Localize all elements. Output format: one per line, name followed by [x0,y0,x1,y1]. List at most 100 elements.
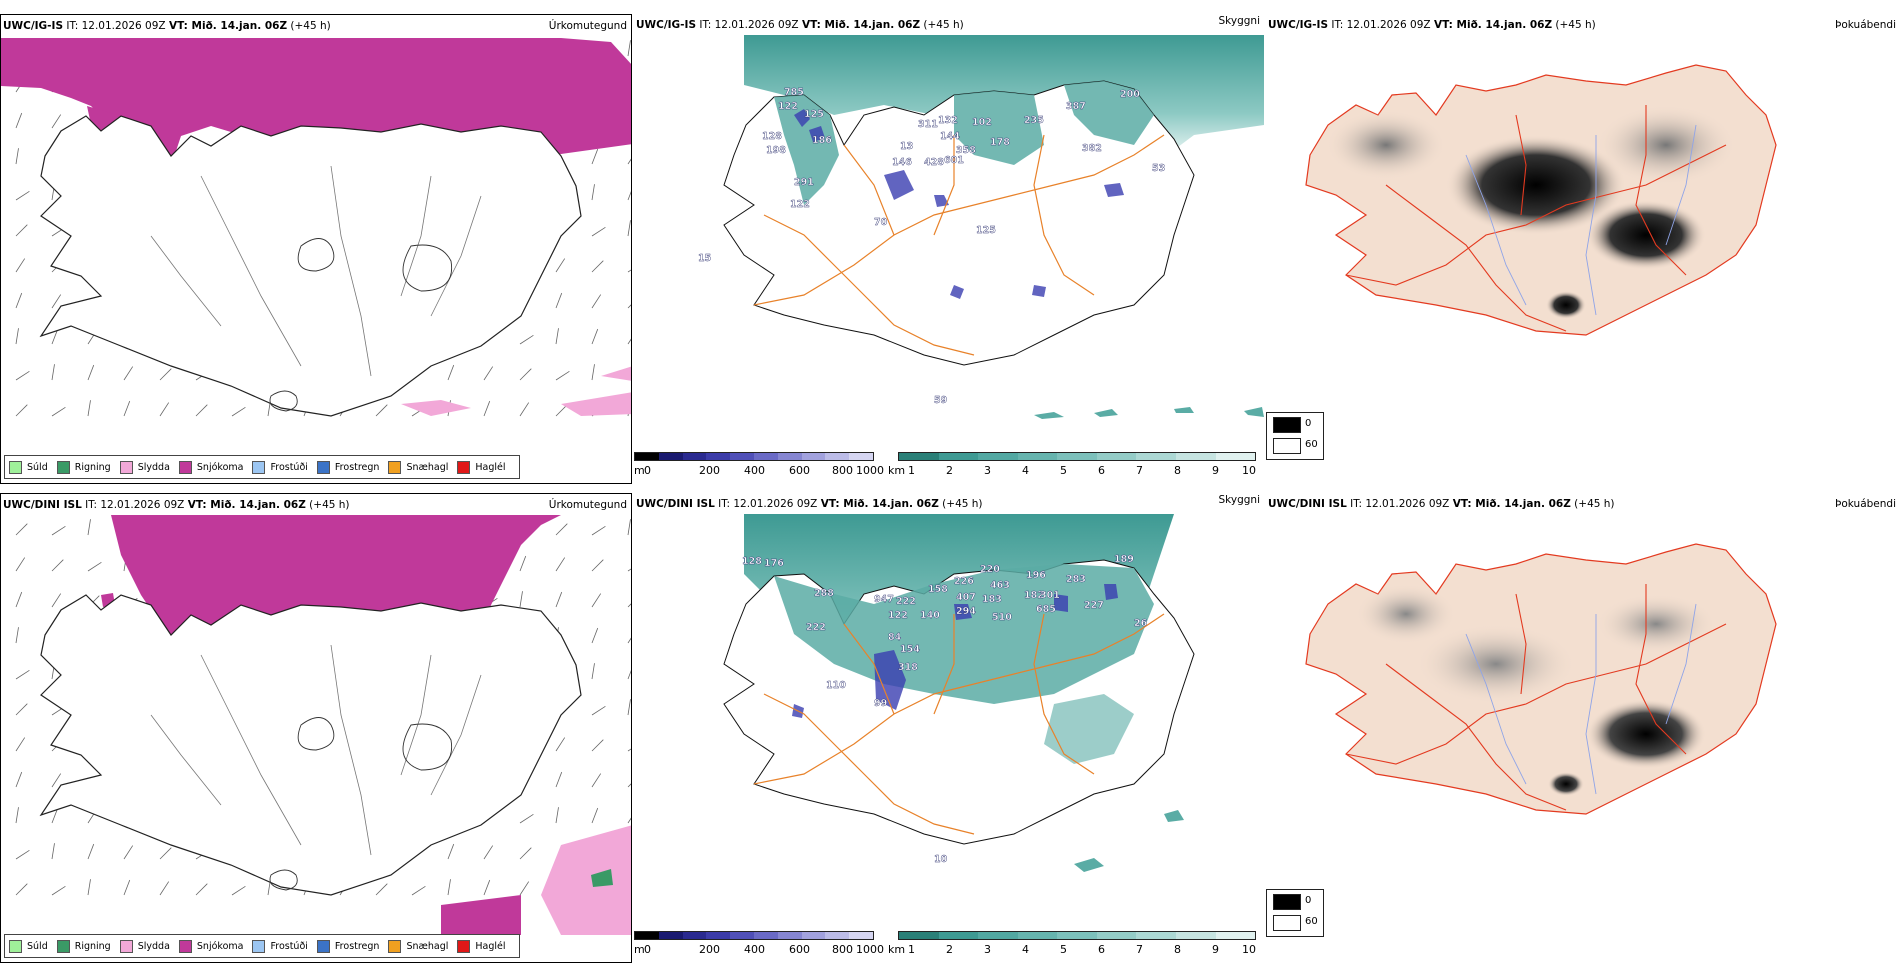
visibility-panel: UWC/DINI ISL IT: 12.01.2026 09Z VT: Mið.… [634,493,1264,963]
wind-barb [447,879,451,896]
valid-time: VT: Mið. 14.jan. 06Z [168,20,288,32]
panel-header: UWC/IG-IS IT: 12.01.2026 09Z VT: Mið. 14… [636,15,1260,35]
ceiling-label: 186 [812,135,832,146]
wind-barb [87,561,102,572]
wind-barb [627,304,631,309]
ceiling-tick: 400 [744,464,765,477]
wind-barb [51,364,55,381]
wind-barb [627,670,631,680]
wind-barb [627,191,631,201]
wind-barb [15,112,23,129]
legend-label: Snæhagl [406,940,449,952]
land-visibility-teal [774,81,1154,205]
legend-swatch [56,939,70,953]
wind-barb [159,368,172,381]
ceiling-label: 13 [900,141,913,152]
wind-barb [15,557,26,572]
wind-barb [15,370,30,381]
ceiling-label: 154 [900,644,920,655]
wind-barb [15,737,26,752]
legend-swatch [56,460,70,474]
fog-dark-area [1586,200,1706,270]
wind-barb [627,783,631,788]
ceiling-tick: 200 [699,464,720,477]
fog-grey-area [1416,624,1576,704]
ceiling-label: 428 [924,157,944,168]
wind-barb [51,294,62,309]
ceiling-label: 196 [1026,570,1046,581]
wind-barb [519,881,530,896]
ceiling-label: 182 [1024,590,1044,601]
wind-barb [591,627,599,644]
visibility-unit: km [888,464,906,477]
sleet-patch [561,392,631,416]
legend-swatch [178,460,192,474]
visibility-colorbar-swatches [898,931,1256,940]
ceiling-label: 685 [1036,604,1056,615]
precip-type-panel: UWC/IG-IS IT: 12.01.2026 09Z VT: Mið. 14… [0,14,632,484]
model-name: UWC/IG-IS [636,19,697,31]
iceland-outline [39,115,582,417]
wind-barb [195,404,208,417]
model-name: UWC/DINI ISL [1268,498,1347,510]
wind-barb [483,845,494,860]
legend-item: Frostúði [252,939,308,953]
wind-barb [591,593,602,608]
visibility-tick: 10 [1242,464,1256,477]
legend-item: Rigning [56,460,111,474]
legend-label: Snjókoma [196,461,244,473]
fog-swatch-light [1273,915,1301,931]
precip-type-panel: UWC/DINI ISL IT: 12.01.2026 09Z VT: Mið.… [0,493,632,963]
visibility-colorbar: km 1 2 3 4 5 6 7 8 9 10 [888,931,1258,959]
legend-swatch [119,939,133,953]
ceiling-label: 382 [1082,143,1102,154]
valid-time: VT: Mið. 14.jan. 06Z [1433,19,1553,31]
fog-dark-area [1548,772,1584,796]
legend-item: Snæhagl [388,460,449,474]
wind-barb [627,158,631,165]
legend-swatch [9,460,22,474]
legend-item: Frostregn [316,460,379,474]
ceiling-colorbar-swatches [634,931,874,940]
legend-label: Snæhagl [406,461,449,473]
legend-swatch [388,939,402,953]
ceiling-label: 291 [794,177,814,188]
wind-barb [15,328,19,345]
iceland-outline [39,594,582,896]
wind-barb [519,368,532,381]
lead-time: (+45 h) [309,499,350,511]
legend-item: Snæhagl [388,939,449,953]
wind-barb [591,739,604,752]
wind-barb [447,843,455,860]
fog-map [1305,543,1777,815]
wind-barb [123,366,134,381]
wind-barb [627,568,631,572]
init-time: IT: 12.01.2026 09Z [718,498,818,510]
ceiling-tick: 1000 [856,464,884,477]
legend-swatch [457,939,471,953]
visibility-tick: 6 [1098,464,1105,477]
field-name: Þokuábendi [1835,19,1896,31]
ceiling-label: 125 [804,109,824,120]
legend-swatch [457,460,471,474]
row-bottom: UWC/DINI ISL IT: 12.01.2026 09Z VT: Mið.… [0,493,1900,963]
roads [753,613,1165,835]
legend-label: Haglél [475,461,506,473]
legend-item: Snjókoma [178,939,243,953]
init-time: IT: 12.01.2026 09Z [1331,19,1431,31]
panel-header: UWC/DINI ISL IT: 12.01.2026 09Z VT: Mið.… [3,499,627,515]
wind-barb [555,370,570,381]
lead-time: (+45 h) [290,20,331,32]
wind-barb [123,845,134,860]
wind-barb [591,328,599,345]
wind-barb [627,338,631,345]
visibility-colorbar: km 1 2 3 4 5 6 7 8 9 10 [888,452,1258,480]
model-name: UWC/DINI ISL [636,498,715,510]
visibility-tick: 5 [1060,464,1067,477]
wind-barb [51,328,59,345]
ceiling-unit: m [634,464,645,477]
glacier [269,717,453,891]
rivers [150,644,482,856]
wind-barb [51,559,64,572]
wind-barb [15,148,19,165]
